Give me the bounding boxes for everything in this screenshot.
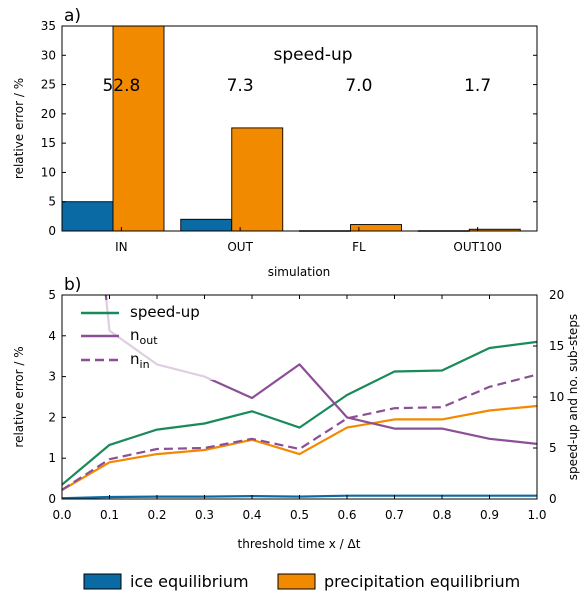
bar-precip-in <box>112 25 165 232</box>
speedup-value: 7.3 <box>227 76 254 96</box>
legend-label: nout <box>130 326 158 347</box>
x-tick-label: 0.4 <box>242 508 261 522</box>
x-tick-label: 1.0 <box>527 508 546 522</box>
series-line-precipitation-equilibrium <box>62 404 537 491</box>
panel-label: a) <box>64 6 81 26</box>
legend-swatch <box>277 573 316 590</box>
y-tick-label: 0 <box>48 224 56 238</box>
y-tick-label-right: 20 <box>549 288 564 302</box>
x-tick-label: 0.2 <box>147 508 166 522</box>
x-axis-label: simulation <box>268 265 331 279</box>
y-tick-label: 0 <box>48 492 56 506</box>
y-axis-label-right: speed-up and no. sub-steps <box>566 314 580 480</box>
speedup-value: 52.8 <box>102 76 140 96</box>
series-line-n-in <box>62 373 537 491</box>
x-tick-label: OUT <box>227 240 253 254</box>
x-tick-label: 0.1 <box>100 508 119 522</box>
speedup-value: 7.0 <box>345 76 372 96</box>
legend-label-sub: in <box>140 358 150 371</box>
y-tick-label-right: 5 <box>549 441 557 455</box>
x-tick-label: OUT100 <box>453 240 501 254</box>
plot-frame <box>61 25 538 232</box>
y-tick-label: 4 <box>48 329 56 343</box>
x-tick-label: IN <box>115 240 128 254</box>
legend-label: nin <box>130 350 150 371</box>
legend-label: speed-up <box>130 303 200 321</box>
y-tick-label: 3 <box>48 370 56 384</box>
x-tick-label: FL <box>352 240 366 254</box>
speedup-value: 1.7 <box>464 76 491 96</box>
y-tick-label-right: 10 <box>549 390 564 404</box>
legend-label-sub: out <box>140 334 159 347</box>
y-tick-label: 5 <box>48 288 56 302</box>
speedup-title: speed-up <box>273 45 352 65</box>
bar-precip-fl <box>350 224 402 232</box>
x-tick-label: 0.5 <box>290 508 309 522</box>
figure-legend: ice equilibrium precipitation equilibrium <box>83 572 520 591</box>
bar-precip-out <box>231 127 284 232</box>
x-tick-label: 0.8 <box>432 508 451 522</box>
y-tick-label: 35 <box>41 19 56 33</box>
legend-swatch <box>83 573 122 590</box>
y-tick-label-right: 15 <box>549 339 564 353</box>
panel-a-bar-chart: IN 52.8 OUT 7.3 FL 7.0 OUT100 1.7 0 5 10 15 20 25 30 35… <box>12 6 538 279</box>
y-tick-label: 2 <box>48 410 56 424</box>
x-tick-label: 0.3 <box>195 508 214 522</box>
y-tick-label: 1 <box>48 451 56 465</box>
y-tick-label-right: 0 <box>549 492 557 506</box>
y-axis-label: relative error / % <box>12 78 26 179</box>
y-tick-label: 10 <box>41 165 56 179</box>
legend-label-main: n <box>130 350 140 368</box>
x-tick-label: 0.0 <box>52 508 71 522</box>
y-tick-label: 25 <box>41 78 56 92</box>
x-axis-label: threshold time x / Δt <box>238 537 361 551</box>
legend-label: precipitation equilibrium <box>324 572 520 591</box>
bar-ice-in <box>61 201 114 232</box>
x-tick-label: 0.9 <box>480 508 499 522</box>
y-tick-label: 20 <box>41 107 56 121</box>
x-tick-label: 0.7 <box>385 508 404 522</box>
bar-ice-out <box>180 218 233 232</box>
y-axis-label: relative error / % <box>12 346 26 447</box>
y-tick-label: 5 <box>48 195 56 209</box>
x-tick-label: 0.6 <box>337 508 356 522</box>
legend-label-main: n <box>130 326 140 344</box>
panel-label: b) <box>64 275 81 295</box>
y-tick-label: 15 <box>41 136 56 150</box>
series-line-speed-up <box>62 340 537 486</box>
legend-label: ice equilibrium <box>130 572 249 591</box>
y-tick-label: 30 <box>41 48 56 62</box>
